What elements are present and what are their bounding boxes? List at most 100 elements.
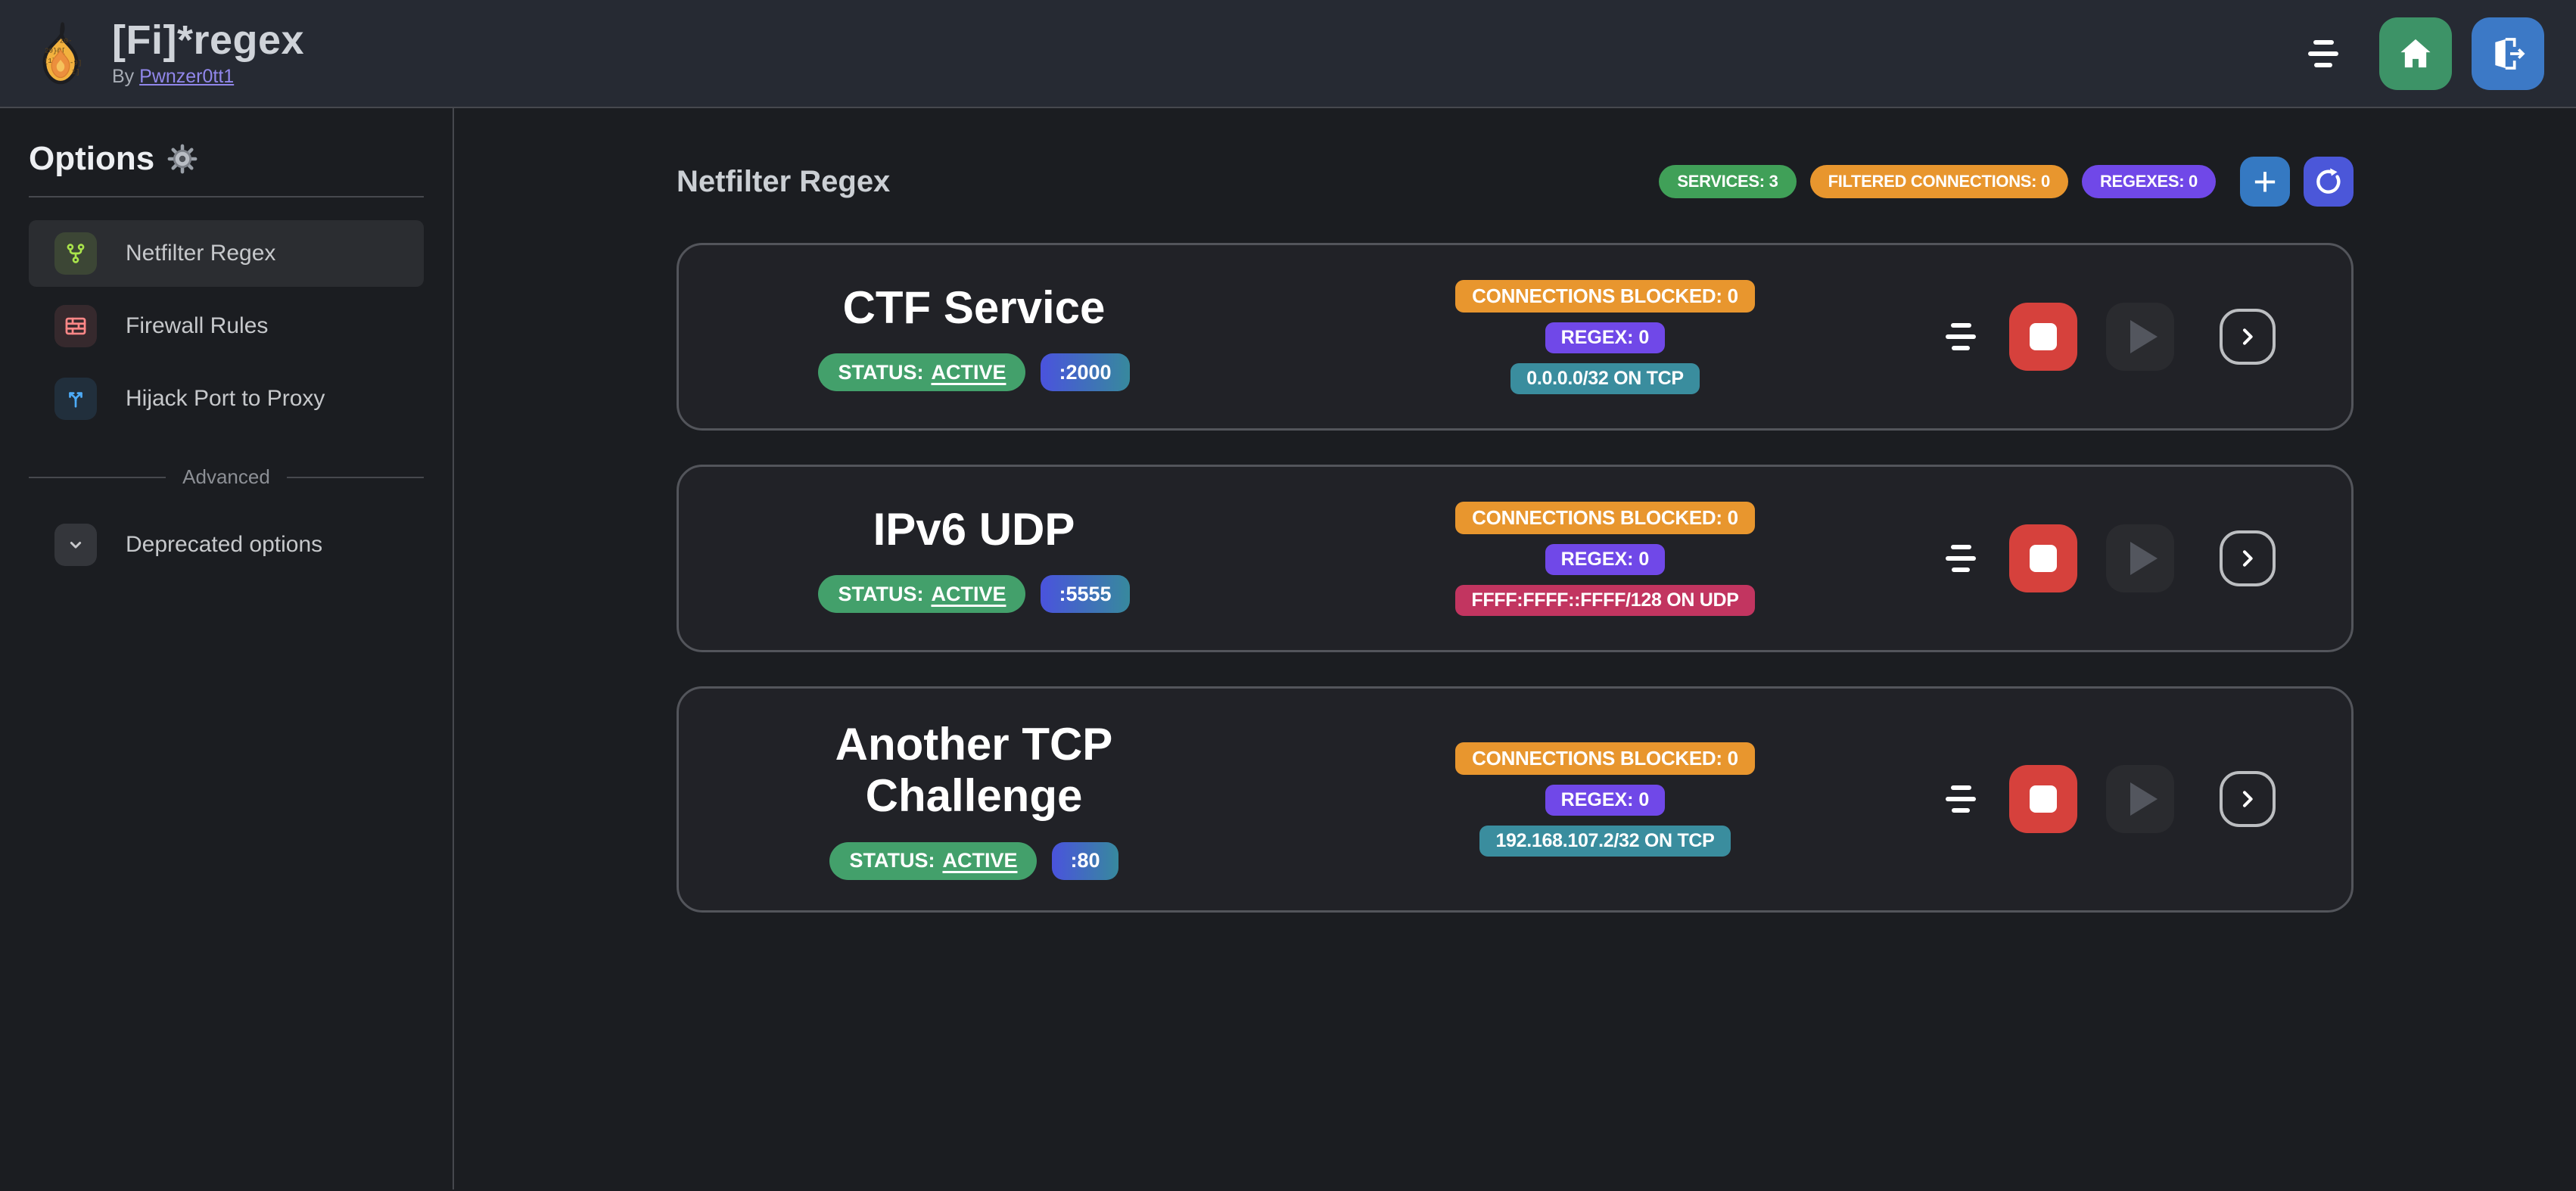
- regex-count-badge: REGEX: 0: [1545, 322, 1666, 353]
- service-menu-icon[interactable]: [1941, 781, 1980, 817]
- status-label: STATUS:: [838, 582, 924, 605]
- flame-regex-logo: -z0- 20}@[ {1}| -9] z]: [42, 21, 82, 84]
- sidebar-item-label: Netfilter Regex: [126, 241, 276, 266]
- open-service-button[interactable]: [2220, 530, 2276, 586]
- refresh-button[interactable]: [2304, 157, 2354, 207]
- split-arrows-icon: [54, 378, 97, 420]
- open-service-button[interactable]: [2220, 309, 2276, 365]
- port-badge: :80: [1052, 841, 1118, 880]
- stop-icon: [2030, 323, 2057, 350]
- author-link[interactable]: Pwnzer0tt1: [139, 66, 235, 88]
- play-icon: [2130, 320, 2158, 353]
- sidebar-item-hijack-port-to-proxy[interactable]: Hijack Port to Proxy: [29, 365, 424, 432]
- stop-service-button[interactable]: [2009, 303, 2077, 371]
- service-stats: CONNECTIONS BLOCKED: 0 REGEX: 0 FFFF:FFF…: [1269, 501, 1941, 616]
- status-badge[interactable]: STATUS: ACTIVE: [829, 841, 1038, 880]
- page-title: Netfilter Regex: [677, 164, 891, 198]
- sidebar-divider: [29, 196, 424, 197]
- chevron-right-icon: [2243, 328, 2253, 345]
- byline: By Pwnzer0tt1: [112, 66, 304, 88]
- service-card: CTF Service STATUS: ACTIVE :2000 CONNECT…: [677, 243, 2354, 431]
- play-icon: [2130, 782, 2158, 816]
- service-summary: CTF Service STATUS: ACTIVE :2000: [679, 281, 1269, 392]
- service-actions: [1941, 303, 2276, 371]
- chevron-right-icon: [2243, 791, 2253, 808]
- service-name: CTF Service: [842, 281, 1106, 333]
- app-title: [Fi]*regex: [112, 17, 305, 63]
- play-icon: [2130, 542, 2158, 575]
- stop-service-button[interactable]: [2009, 524, 2077, 592]
- svg-text:z]: z]: [71, 67, 79, 76]
- sidebar-item-deprecated-options[interactable]: Deprecated options: [29, 512, 424, 578]
- page-head: Netfilter Regex SERVICES: 3 FILTERED CON…: [677, 157, 2354, 207]
- service-status-row: STATUS: ACTIVE :2000: [818, 353, 1130, 392]
- status-value: ACTIVE: [931, 360, 1006, 384]
- main-content: Netfilter Regex SERVICES: 3 FILTERED CON…: [677, 157, 2354, 1189]
- service-name: IPv6 UDP: [873, 503, 1075, 555]
- sidebar-heading: Options: [29, 140, 424, 178]
- sidebar-item-firewall-rules[interactable]: Firewall Rules: [29, 293, 424, 359]
- header-menu-icon[interactable]: [2304, 36, 2343, 72]
- plus-icon: +: [2253, 159, 2277, 204]
- logout-icon: [2495, 37, 2525, 70]
- service-actions: [1941, 765, 2276, 834]
- add-service-button[interactable]: +: [2240, 157, 2290, 207]
- status-badge[interactable]: STATUS: ACTIVE: [818, 353, 1026, 392]
- start-service-button[interactable]: [2106, 303, 2174, 371]
- service-stats: CONNECTIONS BLOCKED: 0 REGEX: 0 0.0.0.0/…: [1269, 279, 1941, 394]
- connections-blocked-badge: CONNECTIONS BLOCKED: 0: [1455, 501, 1755, 534]
- app-header: -z0- 20}@[ {1}| -9] z] [Fi]*regex By Pwn…: [0, 0, 2576, 108]
- service-card: IPv6 UDP STATUS: ACTIVE :5555 CONNECTION…: [677, 465, 2354, 652]
- sidebar-nav: Netfilter Regex Firewall Rules: [29, 220, 424, 432]
- byline-prefix: By: [112, 66, 135, 88]
- start-service-button[interactable]: [2106, 524, 2174, 592]
- home-button[interactable]: [2379, 17, 2452, 90]
- sidebar-heading-label: Options: [29, 140, 155, 177]
- brick-wall-icon: [54, 305, 97, 347]
- regex-count-badge: REGEX: 0: [1545, 543, 1666, 575]
- git-fork-icon: [54, 232, 97, 275]
- sidebar: Options Netfilter Regex: [0, 108, 454, 1189]
- address-badge: FFFF:FFFF::FFFF/128 ON UDP: [1455, 584, 1755, 616]
- service-status-row: STATUS: ACTIVE :5555: [818, 575, 1130, 614]
- stop-icon: [2030, 545, 2057, 572]
- svg-text:{1}|: {1}|: [44, 56, 61, 64]
- address-badge: 0.0.0.0/32 ON TCP: [1510, 362, 1700, 394]
- svg-text:-z0-: -z0-: [55, 36, 72, 45]
- sidebar-item-label: Firewall Rules: [126, 313, 269, 338]
- stop-service-button[interactable]: [2009, 765, 2077, 834]
- status-badge[interactable]: STATUS: ACTIVE: [818, 575, 1026, 614]
- sidebar-item-netfilter-regex[interactable]: Netfilter Regex: [29, 220, 424, 287]
- stop-icon: [2030, 785, 2057, 813]
- app-shell: Options Netfilter Regex: [0, 108, 2576, 1189]
- svg-text:20}@[: 20}@[: [45, 46, 66, 54]
- service-summary: Another TCP Challenge STATUS: ACTIVE :80: [679, 719, 1269, 880]
- brand: -z0- 20}@[ {1}| -9] z] [Fi]*regex By Pwn…: [29, 17, 305, 89]
- gear-icon: [167, 144, 198, 174]
- divider-line: [286, 476, 424, 478]
- home-icon: [2400, 39, 2431, 67]
- open-service-button[interactable]: [2220, 771, 2276, 828]
- service-card: Another TCP Challenge STATUS: ACTIVE :80…: [677, 686, 2354, 913]
- filtered-connections-badge: FILTERED CONNECTIONS: 0: [1809, 165, 2068, 198]
- status-value: ACTIVE: [942, 849, 1018, 872]
- address-badge: 192.168.107.2/32 ON TCP: [1479, 825, 1731, 857]
- regex-count-badge: REGEX: 0: [1545, 784, 1666, 816]
- service-status-row: STATUS: ACTIVE :80: [829, 841, 1118, 880]
- sidebar-item-label: Deprecated options: [126, 532, 323, 557]
- status-label: STATUS:: [849, 849, 935, 872]
- port-badge: :2000: [1041, 353, 1130, 392]
- chevron-right-icon: [2243, 550, 2253, 567]
- start-service-button[interactable]: [2106, 765, 2174, 834]
- svg-text:-9]: -9]: [70, 58, 82, 67]
- service-menu-icon[interactable]: [1941, 540, 1980, 577]
- logout-button[interactable]: [2472, 17, 2544, 90]
- service-name: Another TCP Challenge: [835, 719, 1113, 822]
- service-menu-icon[interactable]: [1941, 319, 1980, 355]
- divider-line: [29, 476, 166, 478]
- main-area: Netfilter Regex SERVICES: 3 FILTERED CON…: [454, 108, 2576, 1189]
- brand-text: [Fi]*regex By Pwnzer0tt1: [112, 17, 305, 89]
- service-actions: [1941, 524, 2276, 592]
- services-count-badge: SERVICES: 3: [1659, 165, 1797, 198]
- service-stats: CONNECTIONS BLOCKED: 0 REGEX: 0 192.168.…: [1269, 742, 1941, 857]
